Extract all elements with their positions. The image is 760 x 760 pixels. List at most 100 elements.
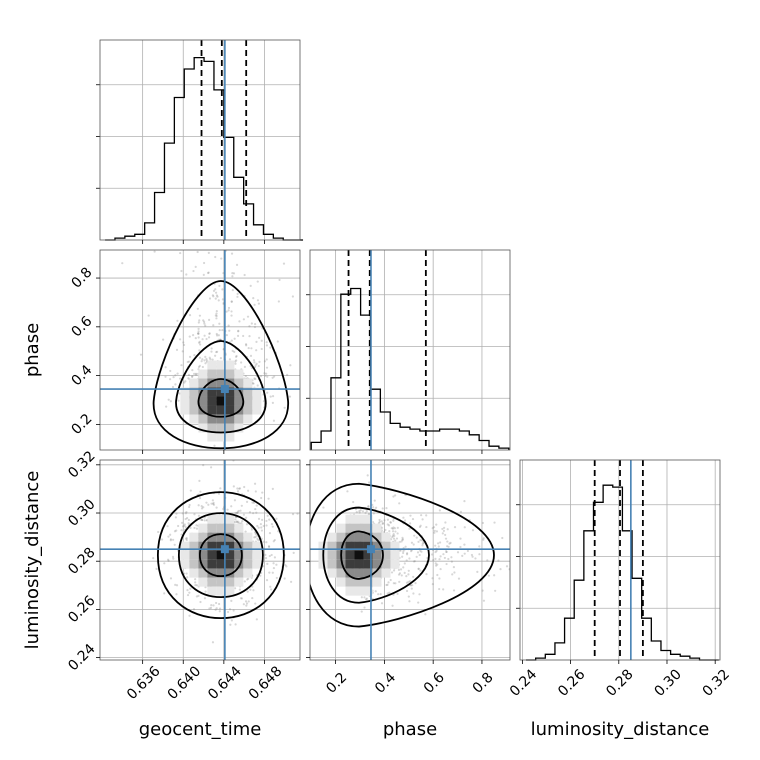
pair-phase-luminosity-distance-sample — [375, 506, 378, 509]
pair-geocent-time-luminosity-distance-sample — [261, 491, 264, 494]
pair-phase-luminosity-distance-density-cell — [363, 568, 373, 578]
pair-geocent-time-luminosity-distance-density-cell — [234, 559, 244, 569]
pair-phase-luminosity-distance-sample — [432, 526, 436, 529]
pair-phase-luminosity-distance-sample — [372, 512, 375, 515]
pair-geocent-time-phase-sample — [227, 324, 230, 327]
pair-geocent-time-phase-density-cell — [180, 396, 190, 406]
pair-geocent-time-luminosity-distance-sample — [184, 526, 187, 529]
pair-phase-luminosity-distance-sample — [385, 507, 388, 510]
pair-geocent-time-phase-density-cell — [225, 396, 235, 406]
pair-phase-luminosity-distance-sample — [346, 490, 349, 493]
hist-phase-grid-y — [310, 294, 510, 399]
pair-geocent-time-luminosity-distance-sample — [237, 509, 240, 513]
pair-geocent-time-luminosity-distance-grid-y — [100, 464, 300, 658]
pair-geocent-time-phase-density-cell — [207, 378, 217, 388]
pair-geocent-time-phase-sample — [188, 314, 192, 317]
pair-phase-luminosity-distance-sample — [419, 539, 422, 542]
pair-phase-luminosity-distance-density-cell — [390, 559, 400, 569]
pair-geocent-time-phase-sample — [258, 360, 261, 363]
pair-phase-luminosity-distance-sample — [438, 558, 441, 561]
pair-phase-luminosity-distance-sample — [589, 563, 591, 565]
pair-geocent-time-luminosity-distance-sample — [262, 524, 265, 528]
pair-phase-luminosity-distance-sample — [482, 538, 485, 541]
pair-phase-luminosity-distance-sample — [530, 498, 532, 500]
pair-geocent-time-phase-sample — [168, 378, 172, 381]
pair-geocent-time-phase-sample — [221, 298, 225, 301]
pair-phase-luminosity-distance-density-cell — [372, 532, 382, 542]
pair-geocent-time-phase-sample — [238, 320, 241, 323]
pair-geocent-time-luminosity-distance-sample — [238, 588, 241, 591]
pair-geocent-time-luminosity-distance-density-cell — [198, 568, 208, 578]
geocent-time-tick-label-0: 0.636 — [124, 663, 164, 703]
pair-geocent-time-phase-sample — [203, 359, 206, 362]
pair-phase-luminosity-distance-sample — [446, 528, 449, 531]
pair-phase-luminosity-distance-sample — [566, 529, 568, 531]
pair-phase-luminosity-distance-density-cell — [336, 541, 346, 551]
pair-geocent-time-luminosity-distance-sample — [252, 512, 255, 515]
pair-phase-luminosity-distance-sample — [439, 567, 442, 571]
pair-geocent-time-luminosity-distance-density-cell — [234, 568, 244, 578]
pair-geocent-time-phase-sample — [184, 380, 187, 383]
pair-geocent-time-luminosity-distance-sample — [199, 600, 202, 604]
pair-geocent-time-luminosity-distance-sample — [238, 487, 241, 490]
pair-geocent-time-phase-sample — [254, 377, 257, 381]
pair-phase-luminosity-distance-sample — [397, 568, 401, 572]
pair-geocent-time-luminosity-distance-sample — [226, 508, 229, 511]
pair-phase-luminosity-distance-sample — [405, 575, 408, 578]
pair-phase-luminosity-distance-sample — [451, 573, 454, 576]
pair-geocent-time-luminosity-distance-density-cell — [189, 541, 199, 551]
pair-phase-luminosity-distance-sample — [374, 590, 377, 593]
pair-phase-luminosity-distance-sample — [364, 598, 368, 601]
pair-geocent-time-phase-sample — [204, 324, 207, 327]
pair-geocent-time-luminosity-distance-sample — [173, 530, 177, 533]
pair-phase-luminosity-distance-sample — [443, 526, 446, 529]
pair-geocent-time-phase-sample — [176, 319, 179, 322]
pair-geocent-time-phase-sample — [211, 176, 213, 178]
xlabel-geocent-time: geocent_time — [139, 719, 262, 740]
pair-phase-luminosity-distance-sample — [391, 527, 395, 530]
pair-geocent-time-phase-sample — [243, 273, 246, 277]
pair-geocent-time-phase-density-cell — [225, 378, 235, 388]
pair-phase-luminosity-distance-sample — [421, 544, 424, 547]
pair-geocent-time-luminosity-distance-density-cell — [216, 514, 226, 524]
pair-phase-luminosity-distance-sample — [536, 538, 538, 540]
pair-geocent-time-phase-sample — [291, 295, 294, 298]
pair-geocent-time-phase-sample — [193, 354, 196, 357]
pair-phase-luminosity-distance-sample — [415, 536, 418, 539]
pair-geocent-time-phase-sample — [271, 395, 275, 398]
histogram-phase — [306, 249, 511, 454]
pair-geocent-time-phase-density-cell — [243, 396, 253, 406]
pair-geocent-time-luminosity-distance-density-cell — [180, 541, 190, 551]
pair-geocent-time-phase-frame — [99, 249, 301, 451]
pair-geocent-time-phase-sample — [259, 243, 261, 245]
pair-phase-luminosity-distance-density-cell — [336, 568, 346, 578]
luminosity-distance-tick-label-1: 0.26 — [555, 666, 588, 699]
pair-geocent-time-phase-sample — [207, 271, 210, 275]
pair-geocent-time-phase-density-cell — [234, 396, 244, 406]
pair-geocent-time-luminosity-distance-sample — [229, 623, 232, 626]
pair-geocent-time-luminosity-distance-sample — [260, 526, 263, 529]
pair-geocent-time-luminosity-distance-sample — [271, 571, 274, 574]
pair-phase-luminosity-distance-density-cell — [354, 568, 364, 578]
pair-geocent-time-phase-sample — [230, 300, 233, 303]
pair-phase-luminosity-distance-sample — [403, 562, 406, 565]
pair-geocent-time-luminosity-distance-sample — [255, 511, 258, 514]
pair-geocent-time-phase-sample — [252, 359, 256, 362]
pair-phase-luminosity-distance-density-cell — [381, 541, 391, 551]
pair-geocent-time-luminosity-distance-sample — [270, 553, 273, 557]
pair-phase-luminosity-distance-sample — [459, 537, 462, 540]
pair-geocent-time-phase-sample — [257, 302, 260, 305]
phase-tick-label-3: 0.8 — [470, 670, 497, 697]
pair-phase-luminosity-distance-sample — [354, 508, 358, 511]
pair-geocent-time-phase-sample — [211, 294, 214, 297]
pair-geocent-time-phase-sample — [231, 232, 233, 234]
pair-geocent-time-phase-sample — [278, 278, 281, 282]
pair-geocent-time-luminosity-distance-sample — [174, 516, 177, 519]
pair-geocent-time-phase-density-cell — [243, 387, 253, 397]
pair-phase-luminosity-distance-sample — [412, 560, 416, 563]
pair-geocent-time-luminosity-distance-sample — [175, 529, 178, 532]
pair-geocent-time-luminosity-distance-sample — [218, 602, 221, 606]
pair-geocent-time-phase-sample — [230, 76, 232, 78]
pair-geocent-time-phase-sample — [169, 400, 172, 403]
pair-geocent-time-luminosity-distance-density-cell — [207, 577, 217, 587]
